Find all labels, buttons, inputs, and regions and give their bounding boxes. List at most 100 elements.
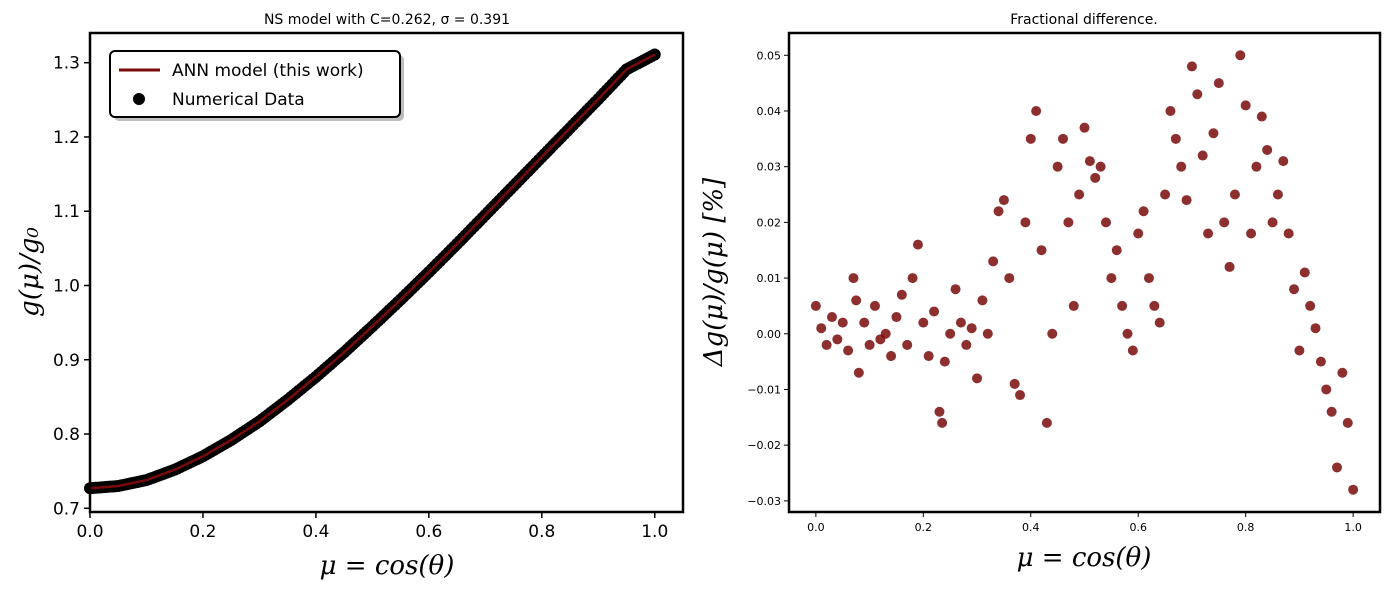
difference-point (1095, 161, 1106, 172)
left-y-axis-label: g(μ)/g₀ (15, 227, 45, 317)
difference-point (869, 300, 880, 311)
right-plot-frame (787, 31, 1382, 514)
y-tick-label: 1.2 (53, 128, 80, 148)
right-chart-title: Fractional difference. (1010, 12, 1158, 28)
difference-point (1332, 462, 1343, 473)
right-y-axis-label: Δg(μ)/g(μ) [%] (699, 177, 729, 367)
y-tick-label: 1.0 (53, 276, 80, 296)
difference-point (1084, 156, 1095, 167)
difference-point (1299, 267, 1310, 278)
difference-point (1342, 417, 1353, 428)
left-plot-frame (88, 31, 685, 514)
difference-point (1256, 111, 1267, 122)
model-line (89, 53, 656, 490)
difference-point (1004, 273, 1015, 284)
y-tick-label: 0.05 (757, 49, 782, 62)
y-tick-label: 0.01 (757, 272, 782, 285)
difference-point (1224, 261, 1235, 272)
difference-point (1063, 217, 1074, 228)
difference-point (1219, 217, 1230, 228)
difference-point (891, 312, 902, 323)
difference-point (1186, 61, 1197, 72)
x-tick-label: 0.2 (915, 521, 933, 534)
difference-point (864, 339, 875, 350)
difference-point (955, 317, 966, 328)
difference-point (982, 328, 993, 339)
difference-point (821, 339, 832, 350)
difference-point (1025, 133, 1036, 144)
difference-point (1031, 105, 1042, 116)
difference-point (1240, 100, 1251, 111)
difference-point (848, 273, 859, 284)
difference-point (810, 300, 821, 311)
difference-point (972, 373, 983, 384)
difference-point (1235, 50, 1246, 61)
difference-point (1036, 245, 1047, 256)
difference-point (1251, 161, 1262, 172)
left-x-axis-label: μ = cos(θ) (320, 551, 455, 581)
difference-point (929, 306, 940, 317)
x-tick-label: 0.6 (415, 522, 442, 542)
difference-point (880, 328, 891, 339)
legend-entry-data: Numerical Data (172, 90, 305, 110)
y-tick-label: 0.9 (53, 351, 80, 371)
difference-point (1015, 390, 1026, 401)
difference-point (1213, 78, 1224, 89)
right-chart: Fractional difference. 0.0 0.2 0.4 0.6 0.8 1.… (699, 12, 1382, 573)
left-y-ticks: 0.7 0.8 0.9 1.0 1.1 1.2 1.3 (53, 54, 90, 519)
difference-point (918, 317, 929, 328)
difference-point (886, 351, 897, 362)
y-tick-label: −0.01 (747, 383, 781, 396)
difference-point (1315, 356, 1326, 367)
difference-point (1149, 300, 1160, 311)
difference-point (1208, 128, 1219, 139)
difference-point (1020, 217, 1031, 228)
difference-point (1047, 328, 1058, 339)
difference-point (1283, 228, 1294, 239)
difference-point (1138, 206, 1149, 217)
difference-point (837, 317, 848, 328)
difference-point (998, 195, 1009, 206)
y-tick-label: 0.03 (757, 161, 782, 174)
difference-point (859, 317, 870, 328)
difference-point (902, 339, 913, 350)
difference-point (988, 256, 999, 267)
difference-point (1170, 133, 1181, 144)
difference-point (1068, 300, 1079, 311)
difference-point (1203, 228, 1214, 239)
difference-point (826, 312, 837, 323)
difference-point (977, 295, 988, 306)
difference-point (912, 239, 923, 250)
y-tick-label: 0.8 (53, 425, 80, 445)
difference-point (1246, 228, 1257, 239)
x-tick-label: 1.0 (641, 522, 668, 542)
legend-marker-swatch (133, 93, 145, 105)
difference-point (1165, 105, 1176, 116)
left-plot-area (84, 48, 661, 495)
x-tick-label: 1.0 (1344, 521, 1362, 534)
difference-point (1052, 161, 1063, 172)
difference-point (1009, 378, 1020, 389)
difference-point (993, 206, 1004, 217)
difference-point (1310, 323, 1321, 334)
difference-point (1176, 161, 1187, 172)
difference-point (1326, 406, 1337, 417)
difference-point (1294, 345, 1305, 356)
difference-point (1321, 384, 1332, 395)
legend-entry-model: ANN model (this work) (172, 61, 364, 81)
difference-point (1090, 172, 1101, 183)
difference-point (939, 356, 950, 367)
difference-point (1229, 189, 1240, 200)
x-tick-label: 0.8 (528, 522, 555, 542)
right-x-axis-label: μ = cos(θ) (1017, 543, 1152, 573)
difference-point (1079, 122, 1090, 133)
x-tick-label: 0.8 (1237, 521, 1255, 534)
difference-point (1154, 317, 1165, 328)
difference-point (1278, 156, 1289, 167)
difference-point (1305, 300, 1316, 311)
difference-point (1041, 417, 1052, 428)
right-x-ticks: 0.0 0.2 0.4 0.6 0.8 1.0 (807, 512, 1362, 534)
difference-point (923, 351, 934, 362)
x-tick-label: 0.0 (807, 521, 825, 534)
